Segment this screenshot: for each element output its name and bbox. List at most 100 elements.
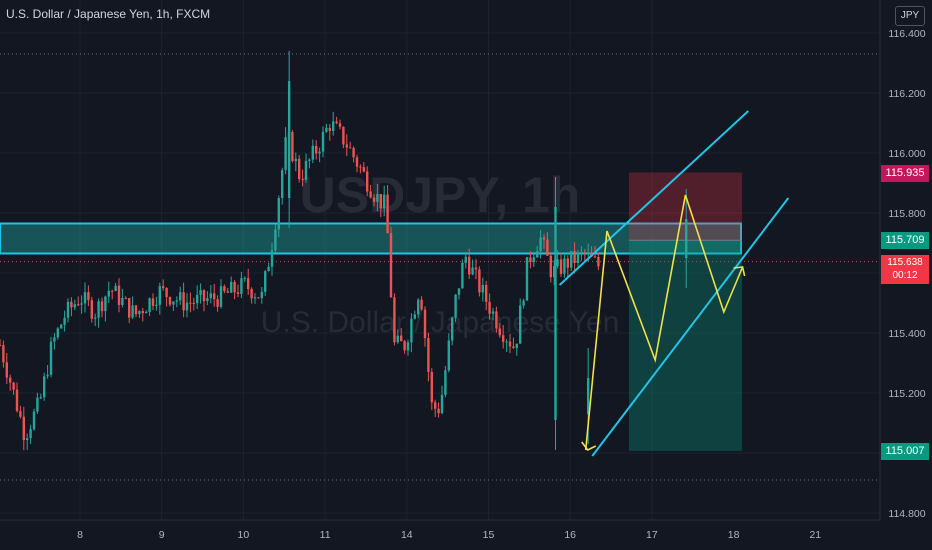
candle bbox=[73, 304, 76, 308]
candle bbox=[121, 298, 124, 305]
candle bbox=[247, 278, 250, 289]
candle bbox=[236, 292, 240, 294]
candle bbox=[19, 411, 22, 417]
candle bbox=[325, 127, 328, 132]
candle bbox=[427, 338, 430, 372]
candle bbox=[104, 296, 107, 312]
candle bbox=[485, 284, 488, 302]
candle bbox=[505, 341, 508, 343]
candle bbox=[525, 257, 529, 301]
drawing-tools[interactable] bbox=[558, 110, 790, 457]
candle bbox=[32, 411, 36, 430]
candle bbox=[529, 257, 532, 262]
candle bbox=[260, 291, 263, 299]
candle bbox=[474, 267, 478, 270]
candle bbox=[141, 311, 144, 314]
candle bbox=[417, 299, 420, 315]
candle bbox=[352, 147, 355, 158]
price-tick-label: 114.800 bbox=[888, 508, 925, 520]
candle bbox=[519, 305, 522, 344]
candle bbox=[315, 145, 318, 154]
candle bbox=[393, 297, 396, 343]
candle bbox=[250, 288, 253, 299]
price-tick-label: 115.200 bbox=[888, 388, 925, 400]
last-price-tag: 115.638 00:12 bbox=[881, 254, 929, 284]
time-tick-label: 15 bbox=[483, 529, 495, 541]
candle bbox=[9, 377, 12, 383]
candle bbox=[274, 229, 277, 251]
candle bbox=[213, 293, 216, 300]
candle bbox=[349, 147, 352, 149]
candle bbox=[294, 158, 297, 162]
candle bbox=[447, 340, 450, 371]
time-tick-label: 16 bbox=[564, 529, 576, 541]
candle bbox=[117, 285, 121, 305]
candle bbox=[267, 266, 270, 272]
bar-countdown: 00:12 bbox=[892, 269, 918, 281]
candle bbox=[111, 290, 114, 292]
key-candle bbox=[685, 219, 688, 258]
candle bbox=[63, 317, 66, 325]
candle bbox=[515, 343, 518, 348]
candle bbox=[70, 301, 73, 308]
candle bbox=[597, 256, 600, 267]
candle bbox=[369, 191, 372, 198]
time-axis[interactable]: 8 9 10 11 14 15 16 17 18 21 bbox=[0, 519, 880, 541]
price-levels bbox=[0, 53, 880, 481]
candle bbox=[168, 297, 172, 305]
candle bbox=[522, 300, 525, 306]
candle bbox=[512, 346, 515, 348]
candle bbox=[454, 294, 457, 318]
candle bbox=[464, 256, 467, 263]
candle bbox=[471, 267, 474, 275]
candle bbox=[573, 251, 576, 264]
candle bbox=[230, 281, 233, 293]
candle bbox=[223, 286, 226, 292]
candle bbox=[253, 297, 257, 299]
candle bbox=[379, 194, 382, 209]
candle bbox=[366, 171, 369, 192]
candle bbox=[175, 300, 178, 302]
currency-button[interactable]: JPY bbox=[895, 6, 925, 26]
candle bbox=[576, 252, 580, 264]
candle bbox=[257, 297, 260, 299]
candle bbox=[451, 317, 454, 341]
candle bbox=[587, 252, 590, 254]
candle bbox=[413, 314, 416, 319]
candle bbox=[185, 302, 189, 311]
short-position-tool[interactable] bbox=[629, 172, 742, 451]
key-candle bbox=[554, 207, 557, 420]
candle bbox=[304, 160, 308, 180]
candle bbox=[22, 416, 25, 441]
candle bbox=[87, 292, 90, 301]
candle bbox=[15, 389, 19, 412]
candle bbox=[46, 374, 49, 377]
candle bbox=[49, 341, 53, 375]
candle bbox=[107, 290, 110, 297]
candle bbox=[583, 252, 586, 254]
candle bbox=[39, 397, 42, 399]
candle bbox=[532, 257, 535, 262]
watermark-symbol: USDJPY, 1h bbox=[300, 167, 581, 223]
candle bbox=[345, 144, 348, 148]
candle bbox=[66, 301, 70, 318]
candle bbox=[311, 145, 314, 160]
candle bbox=[281, 170, 284, 198]
candle bbox=[83, 292, 87, 304]
candle bbox=[277, 197, 280, 230]
candle bbox=[270, 250, 274, 267]
candle bbox=[386, 194, 389, 234]
candle bbox=[90, 300, 93, 319]
candle bbox=[332, 121, 335, 131]
time-tick-label: 11 bbox=[320, 529, 331, 541]
candle bbox=[301, 179, 304, 181]
candle bbox=[80, 303, 83, 305]
candle bbox=[481, 284, 484, 293]
candle bbox=[440, 394, 444, 414]
candle bbox=[410, 318, 413, 343]
key-candle bbox=[586, 378, 590, 414]
candle bbox=[502, 335, 505, 342]
candle bbox=[430, 371, 433, 403]
candle bbox=[359, 166, 362, 168]
